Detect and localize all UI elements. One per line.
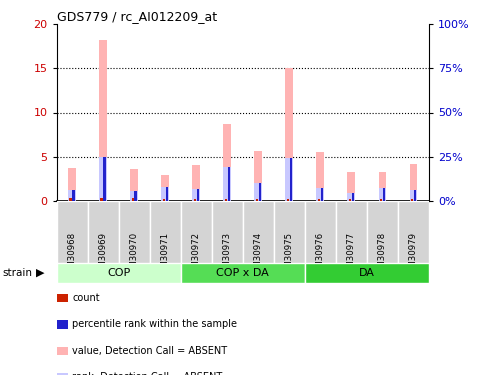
Bar <box>57 262 181 283</box>
Bar <box>69 190 76 201</box>
Bar <box>192 189 200 201</box>
Bar <box>243 201 274 262</box>
Text: GSM30970: GSM30970 <box>130 231 139 279</box>
Bar <box>367 201 398 262</box>
Text: GSM30974: GSM30974 <box>254 231 263 279</box>
Bar <box>254 183 262 201</box>
Bar <box>135 191 137 201</box>
Text: GSM30975: GSM30975 <box>285 231 294 279</box>
Text: GSM30976: GSM30976 <box>316 231 325 279</box>
Bar <box>254 151 262 201</box>
Bar <box>212 201 243 262</box>
Bar <box>317 199 320 201</box>
Bar <box>379 188 386 201</box>
Text: ▶: ▶ <box>35 268 44 278</box>
Text: GSM30969: GSM30969 <box>99 231 108 279</box>
Bar <box>285 68 293 201</box>
Bar <box>101 198 103 201</box>
Text: GSM30972: GSM30972 <box>192 231 201 279</box>
Bar <box>320 188 323 201</box>
Text: percentile rank within the sample: percentile rank within the sample <box>72 320 238 329</box>
Bar <box>223 167 231 201</box>
Bar <box>289 158 292 201</box>
Bar <box>410 190 417 201</box>
Text: GSM30979: GSM30979 <box>409 231 418 279</box>
Text: count: count <box>72 293 100 303</box>
Bar <box>119 201 150 262</box>
Bar <box>286 199 289 201</box>
Bar <box>305 262 429 283</box>
Bar <box>223 124 231 201</box>
Bar <box>352 193 354 201</box>
Bar <box>150 201 181 262</box>
Text: GSM30968: GSM30968 <box>68 231 77 279</box>
Bar <box>166 188 168 201</box>
Bar <box>88 201 119 262</box>
Bar <box>398 201 429 262</box>
Text: GSM30977: GSM30977 <box>347 231 356 279</box>
Bar <box>181 262 305 283</box>
Bar <box>163 199 165 201</box>
Bar <box>317 188 324 201</box>
Bar <box>336 201 367 262</box>
Bar <box>348 193 355 201</box>
Bar <box>69 168 76 201</box>
Bar <box>100 157 107 201</box>
Bar <box>348 171 355 201</box>
Bar <box>181 201 212 262</box>
Text: GSM30971: GSM30971 <box>161 231 170 279</box>
Bar <box>228 167 230 201</box>
Bar <box>130 169 138 201</box>
Text: GDS779 / rc_AI012209_at: GDS779 / rc_AI012209_at <box>57 10 217 23</box>
Bar <box>285 158 293 201</box>
Text: GSM30978: GSM30978 <box>378 231 387 279</box>
Text: COP: COP <box>107 268 130 278</box>
Text: rank, Detection Call = ABSENT: rank, Detection Call = ABSENT <box>72 372 223 375</box>
Text: COP x DA: COP x DA <box>216 268 269 278</box>
Text: value, Detection Call = ABSENT: value, Detection Call = ABSENT <box>72 346 228 355</box>
Bar <box>349 199 351 201</box>
Bar <box>194 199 196 201</box>
Bar <box>130 191 138 201</box>
Bar <box>161 175 169 201</box>
Bar <box>380 199 382 201</box>
Text: GSM30973: GSM30973 <box>223 231 232 279</box>
Bar <box>72 190 75 201</box>
Bar <box>225 199 227 201</box>
Bar <box>383 188 385 201</box>
Bar <box>414 190 416 201</box>
Text: strain: strain <box>2 268 33 278</box>
Bar <box>305 201 336 262</box>
Text: DA: DA <box>359 268 375 278</box>
Bar <box>258 183 261 201</box>
Bar <box>104 157 106 201</box>
Bar <box>411 199 413 201</box>
Bar <box>317 152 324 201</box>
Bar <box>197 189 199 201</box>
Bar <box>379 172 386 201</box>
Bar <box>57 201 88 262</box>
Bar <box>132 198 134 201</box>
Bar <box>410 165 417 201</box>
Bar <box>161 188 169 201</box>
Bar <box>192 165 200 201</box>
Bar <box>100 40 107 201</box>
Bar <box>274 201 305 262</box>
Bar <box>255 199 258 201</box>
Bar <box>70 198 72 201</box>
